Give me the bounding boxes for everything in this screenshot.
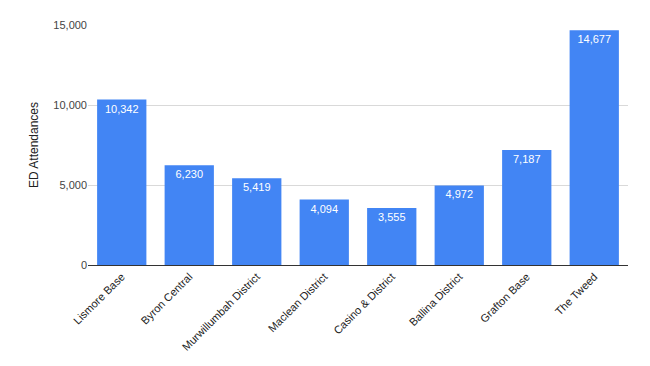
svg-text:Casino & District: Casino & District	[331, 271, 397, 337]
svg-text:7,187: 7,187	[513, 153, 541, 165]
svg-text:15,000: 15,000	[53, 19, 87, 31]
svg-text:The Tweed: The Tweed	[553, 271, 600, 318]
svg-text:Grafton Base: Grafton Base	[478, 271, 532, 325]
svg-text:6,230: 6,230	[175, 168, 203, 180]
svg-text:10,000: 10,000	[53, 99, 87, 111]
svg-text:4,972: 4,972	[445, 188, 473, 200]
svg-text:Murwillumbah District: Murwillumbah District	[180, 271, 262, 353]
svg-text:0: 0	[81, 259, 87, 271]
svg-text:5,000: 5,000	[59, 179, 87, 191]
svg-text:3,555: 3,555	[378, 211, 406, 223]
svg-text:10,342: 10,342	[105, 103, 139, 115]
svg-text:Byron Central: Byron Central	[139, 271, 195, 327]
svg-text:Maclean District: Maclean District	[266, 271, 330, 335]
svg-text:5,419: 5,419	[243, 181, 271, 193]
svg-text:4,094: 4,094	[310, 203, 338, 215]
svg-text:ED Attendances: ED Attendances	[27, 102, 41, 188]
svg-text:Lismore Base: Lismore Base	[71, 271, 127, 327]
svg-text:14,677: 14,677	[577, 33, 611, 45]
svg-text:Ballina District: Ballina District	[407, 271, 465, 329]
